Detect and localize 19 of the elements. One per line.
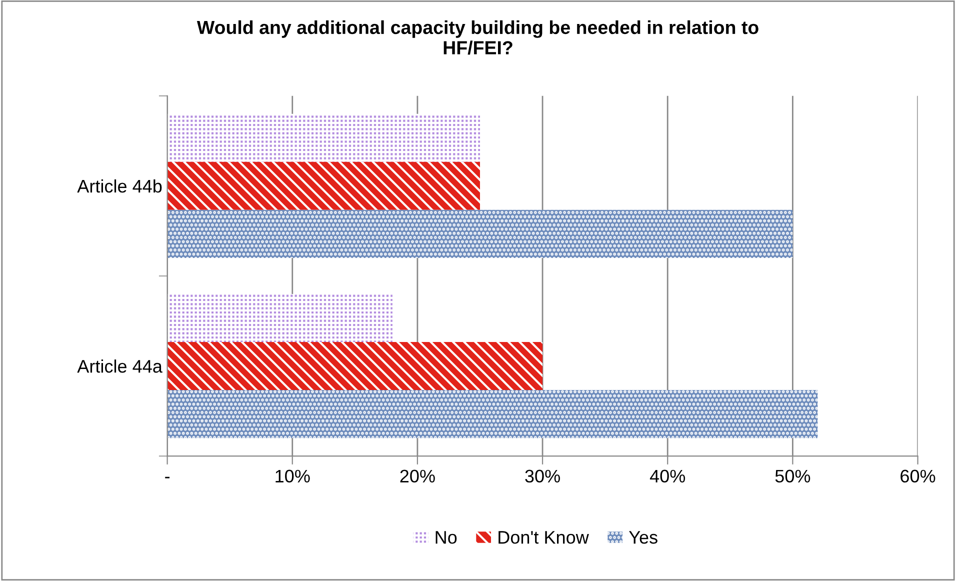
y-tick-label: Article 44a	[77, 359, 162, 373]
x-tick-label: 20%	[400, 470, 435, 483]
x-tick-label: 40%	[650, 470, 686, 483]
bar	[167, 342, 543, 390]
x-tick-label: 60%	[900, 470, 936, 483]
chart-title: Would any additional capacity building be needed in relation to HF/FEI?	[196, 20, 758, 55]
bar	[167, 162, 480, 210]
bar	[167, 294, 392, 342]
bar	[167, 210, 793, 258]
x-tick-label: 30%	[525, 470, 560, 483]
x-tick-label: 10%	[276, 470, 310, 483]
bar	[167, 390, 818, 438]
x-tick-label: -	[165, 476, 170, 478]
legend-label: No	[436, 531, 457, 544]
bar	[167, 114, 480, 162]
y-tick-label: Article 44b	[77, 179, 162, 193]
legend-label: Don't Know	[498, 531, 589, 544]
x-tick-label: 50%	[775, 470, 810, 483]
legend-label: Yes	[629, 531, 658, 544]
